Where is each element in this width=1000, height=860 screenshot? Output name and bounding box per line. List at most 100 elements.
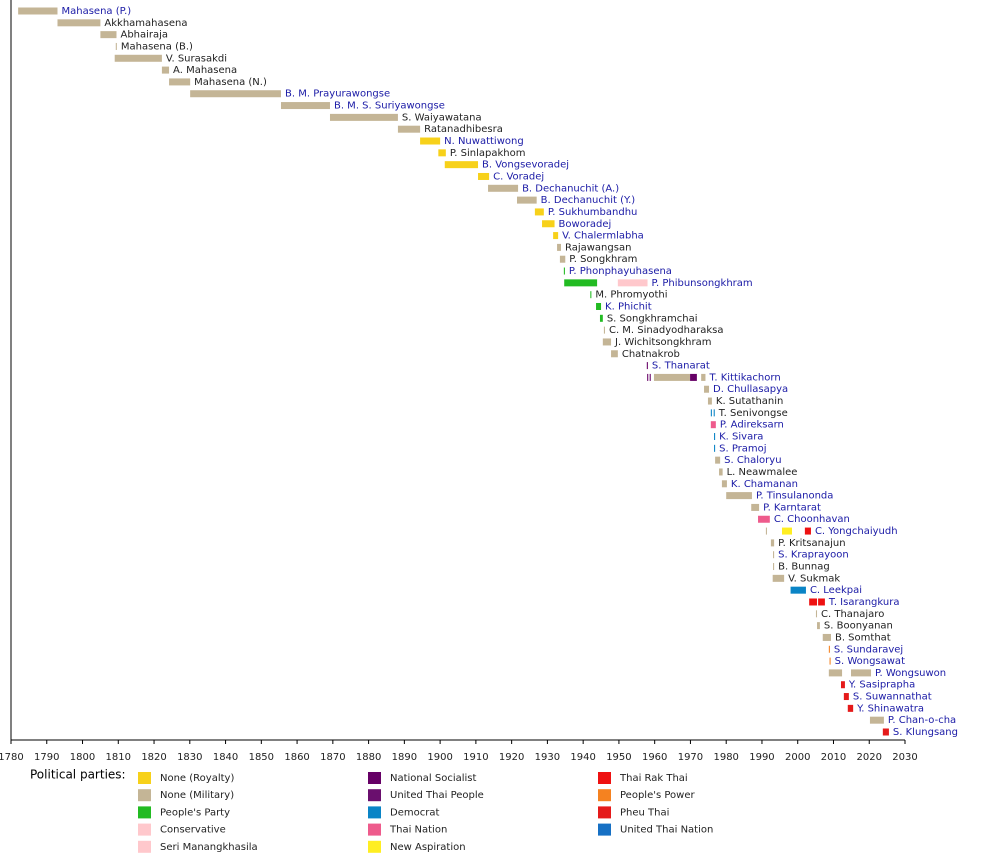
x-tick-label: 1980 xyxy=(713,752,738,763)
pm-name[interactable]: P. Phonphayuhasena xyxy=(569,266,672,277)
pm-name[interactable]: P. Phibunsongkhram xyxy=(652,278,753,289)
pm-name[interactable]: D. Chullasapya xyxy=(713,384,788,395)
tenure-bar xyxy=(715,456,721,464)
pm-name[interactable]: K. Sivara xyxy=(719,432,763,443)
pm-name[interactable]: Y. Sasiprapha xyxy=(848,680,915,691)
x-tick-label: 1790 xyxy=(34,752,59,763)
pm-name: A. Mahasena xyxy=(173,65,237,76)
pm-name: K. Sutathanin xyxy=(716,396,784,407)
legend-swatch xyxy=(138,789,151,802)
x-tick-label: 1900 xyxy=(427,752,452,763)
pm-name[interactable]: S. Pramoj xyxy=(719,443,766,454)
tenure-bar xyxy=(710,421,716,429)
pm-name: Mahasena (N.) xyxy=(194,77,267,88)
pm-name[interactable]: T. Isarangkura xyxy=(828,597,900,608)
tenure-bar xyxy=(646,362,648,370)
tenure-bar xyxy=(809,598,818,606)
tenure-bar xyxy=(161,66,170,74)
x-tick-label: 1820 xyxy=(141,752,166,763)
pm-name[interactable]: S. Kraprayoon xyxy=(778,550,849,561)
tenure-bar xyxy=(818,598,825,606)
pm-name[interactable]: S. Chaloryu xyxy=(724,455,781,466)
x-tick-label: 1850 xyxy=(249,752,274,763)
pm-name[interactable]: P. Karntarat xyxy=(763,502,821,513)
pm-name[interactable]: K. Phichit xyxy=(605,301,652,312)
pm-name: P. Songkhram xyxy=(569,254,637,265)
tenure-bar xyxy=(714,444,716,452)
tenure-bar xyxy=(590,291,592,299)
pm-name[interactable]: B. M. S. Suriyawongse xyxy=(334,101,445,112)
x-tick-label: 2000 xyxy=(785,752,810,763)
pm-name[interactable]: C. Choonhavan xyxy=(774,514,850,525)
pm-name[interactable]: P. Wongsuwon xyxy=(875,668,946,679)
x-tick-label: 1880 xyxy=(356,752,381,763)
tenure-bar xyxy=(488,184,519,192)
tenure-bar xyxy=(611,350,618,358)
tenure-bar xyxy=(770,539,775,547)
x-tick-label: 2010 xyxy=(821,752,846,763)
pm-name[interactable]: S. Thanarat xyxy=(652,361,710,372)
pm-name: V. Surasakdi xyxy=(166,53,227,64)
pm-name[interactable]: P. Sukhumbandhu xyxy=(548,207,638,218)
tenure-bar xyxy=(772,574,785,582)
tenure-bar xyxy=(190,90,281,98)
legend-swatch xyxy=(368,806,381,819)
pm-name[interactable]: S. Suwannathat xyxy=(853,692,932,703)
x-tick-label: 2020 xyxy=(857,752,882,763)
pm-name[interactable]: P. Tinsulanonda xyxy=(756,491,833,502)
pm-name[interactable]: S. Sundaravej xyxy=(834,644,903,655)
pm-name[interactable]: K. Chamanan xyxy=(731,479,798,490)
tenure-bar xyxy=(647,373,649,381)
tenure-bar xyxy=(169,78,191,86)
tenure-bar xyxy=(828,645,830,653)
legend-swatch xyxy=(598,772,611,784)
tenure-bar xyxy=(840,681,845,689)
tenure-bar xyxy=(773,551,775,559)
pm-name[interactable]: B. Dechanuchit (Y.) xyxy=(541,195,636,206)
pm-name[interactable]: Boworadej xyxy=(559,219,612,230)
legend-label: None (Military) xyxy=(160,790,234,801)
tenure-bar xyxy=(534,208,544,216)
pm-name: B. Somthat xyxy=(835,632,891,643)
pm-name[interactable]: Mahasena (P.) xyxy=(61,6,131,17)
tenure-bar xyxy=(397,125,421,133)
legend-label: National Socialist xyxy=(390,773,476,784)
tenure-bar xyxy=(115,42,117,50)
pm-name: P. Sinlapakhom xyxy=(450,148,526,159)
pm-name[interactable]: S. Klungsang xyxy=(893,727,958,738)
x-tick-label: 1870 xyxy=(320,752,345,763)
tenure-bar xyxy=(653,373,691,381)
pm-name[interactable]: Y. Shinawatra xyxy=(856,703,924,714)
legend-swatch xyxy=(368,789,381,802)
pm-name[interactable]: C. Voradej xyxy=(493,171,544,182)
legend-swatch xyxy=(598,806,611,819)
pm-name: S. Songkhramchai xyxy=(607,313,698,324)
x-tick-label: 1910 xyxy=(463,752,488,763)
tenure-bar xyxy=(599,314,603,322)
pm-name: Abhairaja xyxy=(120,30,168,41)
pm-name[interactable]: B. Dechanuchit (A.) xyxy=(522,183,619,194)
pm-name[interactable]: C. Yongchaiyudh xyxy=(815,526,898,537)
pm-name[interactable]: P. Adireksarn xyxy=(720,420,784,431)
tenure-bar xyxy=(280,102,330,110)
pm-name: J. Wichitsongkhram xyxy=(614,337,711,348)
tenure-bar xyxy=(602,338,612,346)
pm-name: B. Bunnag xyxy=(778,562,830,573)
tenure-bar xyxy=(444,161,479,169)
tenure-bar xyxy=(478,172,490,180)
tenure-bar xyxy=(553,232,559,240)
tenure-bar xyxy=(847,704,854,712)
pm-name[interactable]: N. Nuwattiwong xyxy=(444,136,524,147)
pm-name[interactable]: V. Chalermlabha xyxy=(562,231,644,242)
tenure-bar xyxy=(822,633,831,641)
legend-label: New Aspiration xyxy=(390,842,466,853)
pm-name[interactable]: B. M. Prayurawongse xyxy=(285,89,390,100)
pm-name[interactable]: P. Chan-o-cha xyxy=(888,715,956,726)
pm-name[interactable]: C. Leekpai xyxy=(810,585,862,596)
tenure-bar xyxy=(828,669,843,677)
pm-name[interactable]: B. Vongsevoradej xyxy=(482,160,569,171)
pm-name[interactable]: S. Wongsawat xyxy=(835,656,905,667)
tenure-bar xyxy=(882,728,889,736)
pm-name[interactable]: T. Kittikachorn xyxy=(708,372,780,383)
